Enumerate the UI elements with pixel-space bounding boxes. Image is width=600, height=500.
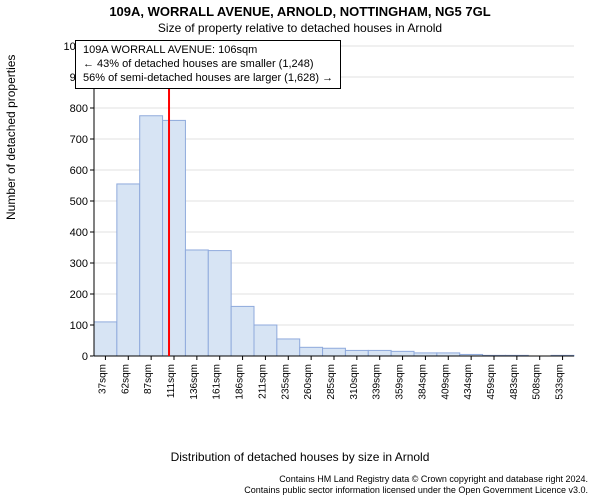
svg-text:161sqm: 161sqm: [212, 364, 223, 400]
svg-text:285sqm: 285sqm: [326, 364, 337, 400]
svg-text:200: 200: [70, 289, 88, 301]
svg-text:111sqm: 111sqm: [166, 364, 177, 398]
histogram-bar: [323, 348, 346, 356]
credits-line-2: Contains public sector information licen…: [244, 485, 588, 496]
svg-text:400: 400: [70, 227, 88, 239]
svg-text:300: 300: [70, 258, 88, 270]
svg-text:62sqm: 62sqm: [120, 364, 131, 394]
svg-text:100: 100: [70, 320, 88, 332]
svg-text:37sqm: 37sqm: [97, 364, 108, 394]
annotation-box: 109A WORRALL AVENUE: 106sqm ← 43% of det…: [75, 40, 341, 89]
svg-text:359sqm: 359sqm: [395, 364, 406, 400]
histogram-bar: [117, 184, 140, 356]
svg-text:700: 700: [70, 134, 88, 146]
histogram-bar: [368, 350, 391, 356]
histogram-bar: [185, 250, 208, 356]
svg-text:136sqm: 136sqm: [189, 364, 200, 400]
histogram-bar: [94, 322, 117, 356]
svg-text:384sqm: 384sqm: [417, 364, 428, 400]
svg-text:500: 500: [70, 196, 88, 208]
svg-text:211sqm: 211sqm: [257, 364, 268, 399]
histogram-bar: [163, 120, 186, 356]
svg-text:483sqm: 483sqm: [509, 364, 520, 400]
credits-line-1: Contains HM Land Registry data © Crown c…: [244, 474, 588, 485]
annotation-line-3: 56% of semi-detached houses are larger (…: [83, 72, 333, 86]
svg-text:533sqm: 533sqm: [555, 364, 566, 400]
svg-text:235sqm: 235sqm: [280, 364, 291, 400]
histogram-bar: [208, 251, 231, 356]
credits-block: Contains HM Land Registry data © Crown c…: [244, 474, 588, 497]
x-axis-label: Distribution of detached houses by size …: [0, 450, 600, 464]
annotation-line-2: ← 43% of detached houses are smaller (1,…: [83, 58, 333, 72]
svg-text:508sqm: 508sqm: [532, 364, 543, 400]
chart-title-main: 109A, WORRALL AVENUE, ARNOLD, NOTTINGHAM…: [0, 4, 600, 19]
svg-text:0: 0: [82, 351, 88, 363]
histogram-bar: [277, 339, 300, 356]
svg-text:186sqm: 186sqm: [235, 364, 246, 400]
svg-text:459sqm: 459sqm: [486, 364, 497, 400]
svg-text:409sqm: 409sqm: [440, 364, 451, 400]
histogram-bar: [231, 306, 254, 356]
svg-text:434sqm: 434sqm: [463, 364, 474, 400]
y-axis-label: Number of detached properties: [4, 55, 18, 220]
histogram-bar: [254, 325, 277, 356]
svg-text:260sqm: 260sqm: [303, 364, 314, 400]
histogram-bar: [300, 347, 323, 356]
plot-area: 0100200300400500600700800900100037sqm62s…: [60, 42, 580, 402]
histogram-bar: [140, 116, 163, 356]
chart-title-sub: Size of property relative to detached ho…: [0, 21, 600, 35]
svg-text:310sqm: 310sqm: [349, 364, 360, 400]
svg-text:600: 600: [70, 165, 88, 177]
histogram-bar: [391, 351, 414, 356]
svg-text:339sqm: 339sqm: [372, 364, 383, 400]
chart-container: 109A, WORRALL AVENUE, ARNOLD, NOTTINGHAM…: [0, 0, 600, 500]
annotation-line-1: 109A WORRALL AVENUE: 106sqm: [83, 44, 333, 58]
svg-text:87sqm: 87sqm: [143, 364, 154, 394]
svg-text:800: 800: [70, 103, 88, 115]
histogram-bar: [345, 350, 368, 356]
